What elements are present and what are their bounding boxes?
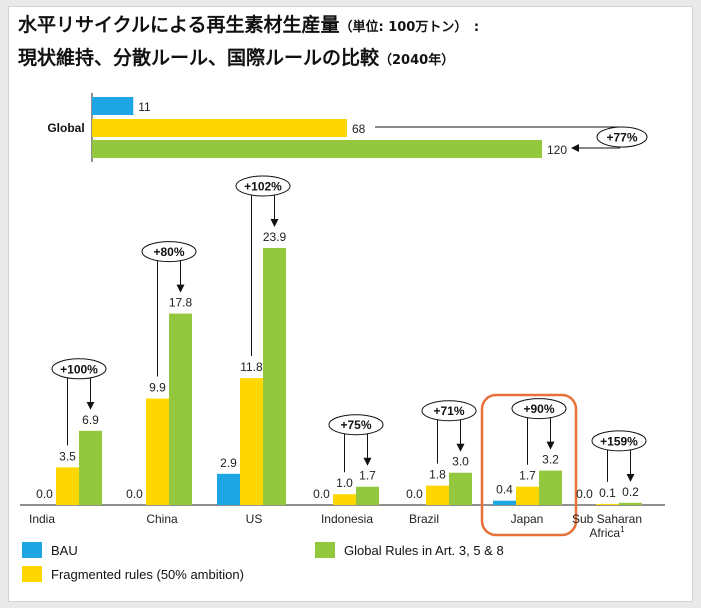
global-bar-1 [92,97,134,115]
title-year: （2040年） [379,53,455,68]
title-main-2: 現状維持、分散ルール、国際ルールの比較 [18,47,380,69]
value-label-china-3: 17.8 [169,296,193,310]
annotation-label-4: +75% [340,418,371,432]
value-label-us-1: 2.9 [220,456,237,470]
bar-brazil-3 [449,472,472,505]
annotation-label-3: +102% [244,180,282,194]
value-label-us-2: 11.8 [240,360,263,374]
annotation-label-5: +71% [433,404,464,418]
value-label-china-1: 0.0 [126,487,143,501]
bar-sub-saharan-africa-3 [619,502,642,505]
title-line-1: 水平リサイクルによる再生素材生産量（単位: 100万トン） : [18,10,479,43]
value-label-sub-saharan-africa-2: 0.1 [599,486,616,500]
bar-us-1 [217,473,240,505]
global-value-label-2: 68 [352,122,366,136]
category-label-6: Japan [511,512,544,526]
value-label-sub-saharan-africa-3: 0.2 [622,485,639,499]
title-main-1: 水平リサイクルによる再生素材生産量 [18,14,340,36]
category-label-2: China [146,512,178,526]
annotation-label-2: +80% [153,245,184,259]
annotation-label-6: +90% [523,402,554,416]
global-value-label-1: 11 [138,100,151,114]
category-label-1: India [29,512,55,526]
annotation-ellipse-2 [141,241,197,263]
global-category-label: Global [47,121,84,135]
annotation-label-7: +159% [600,434,638,448]
legend-bau-swatch [22,542,42,558]
value-label-china-2: 9.9 [149,381,166,395]
value-label-indonesia-2: 1.0 [336,476,353,490]
annotation-ellipse-3 [235,175,291,197]
category-label-7: Sub Saharan Africa1 [572,512,642,540]
global-bar-2 [92,119,347,137]
category-label-5: Brazil [409,512,439,526]
bar-us-3 [263,248,286,505]
title-unit: （単位: 100万トン） : [339,20,480,35]
bar-japan-1 [493,500,516,505]
category-label-3: US [246,512,263,526]
annotation-ellipse-5 [421,400,477,422]
global-bar-3 [92,140,542,158]
highlight-box-japan [480,393,578,537]
value-label-sub-saharan-africa-1: 0.0 [576,487,593,501]
value-label-us-3: 23.9 [263,230,287,244]
bar-china-2 [146,398,169,505]
value-label-india-1: 0.0 [36,487,53,501]
value-label-brazil-3: 3.0 [452,455,469,469]
value-label-brazil-2: 1.8 [429,468,446,482]
value-label-india-3: 6.9 [82,413,99,427]
global-value-label-3: 120 [547,143,567,157]
annotation-ellipse-7 [591,430,647,452]
bar-sub-saharan-africa-2 [596,503,619,505]
legend-bau-label: BAU [51,543,78,558]
bar-india-2 [56,467,79,505]
category-label-line-1: Sub Saharan [572,512,642,526]
value-label-brazil-1: 0.0 [406,487,423,501]
bar-brazil-2 [426,485,449,505]
bar-japan-3 [539,470,562,505]
category-label-4: Indonesia [321,512,373,526]
annotation-label-1: +100% [60,362,98,376]
chart-title: 水平リサイクルによる再生素材生産量（単位: 100万トン） : 現状維持、分散ル… [18,10,479,76]
global-annotation-ellipse [596,126,648,148]
legend-global-swatch [315,542,335,558]
legend-fragmented-swatch [22,566,42,582]
annotation-ellipse-1 [51,358,107,380]
bar-japan-2 [516,486,539,505]
bar-indonesia-2 [333,494,356,505]
value-label-japan-2: 1.7 [519,469,536,483]
annotation-ellipse-4 [328,414,384,436]
annotation-ellipse-6 [511,398,567,420]
category-label-line-2: Africa [589,526,620,540]
bar-indonesia-3 [356,486,379,505]
bar-china-3 [169,313,192,505]
category-footnote: 1 [620,525,625,534]
bar-india-3 [79,430,102,505]
value-label-japan-3: 3.2 [542,453,559,467]
value-label-indonesia-1: 0.0 [313,487,330,501]
title-line-2: 現状維持、分散ルール、国際ルールの比較（2040年） [18,43,479,76]
value-label-india-2: 3.5 [59,449,76,463]
legend-fragmented-label: Fragmented rules (50% ambition) [51,567,244,582]
legend-global-label: Global Rules in Art. 3, 5 & 8 [344,543,504,558]
value-label-indonesia-3: 1.7 [359,469,376,483]
global-annotation-label: +77% [606,131,637,145]
value-label-japan-1: 0.4 [496,483,513,497]
bar-us-2 [240,378,263,505]
